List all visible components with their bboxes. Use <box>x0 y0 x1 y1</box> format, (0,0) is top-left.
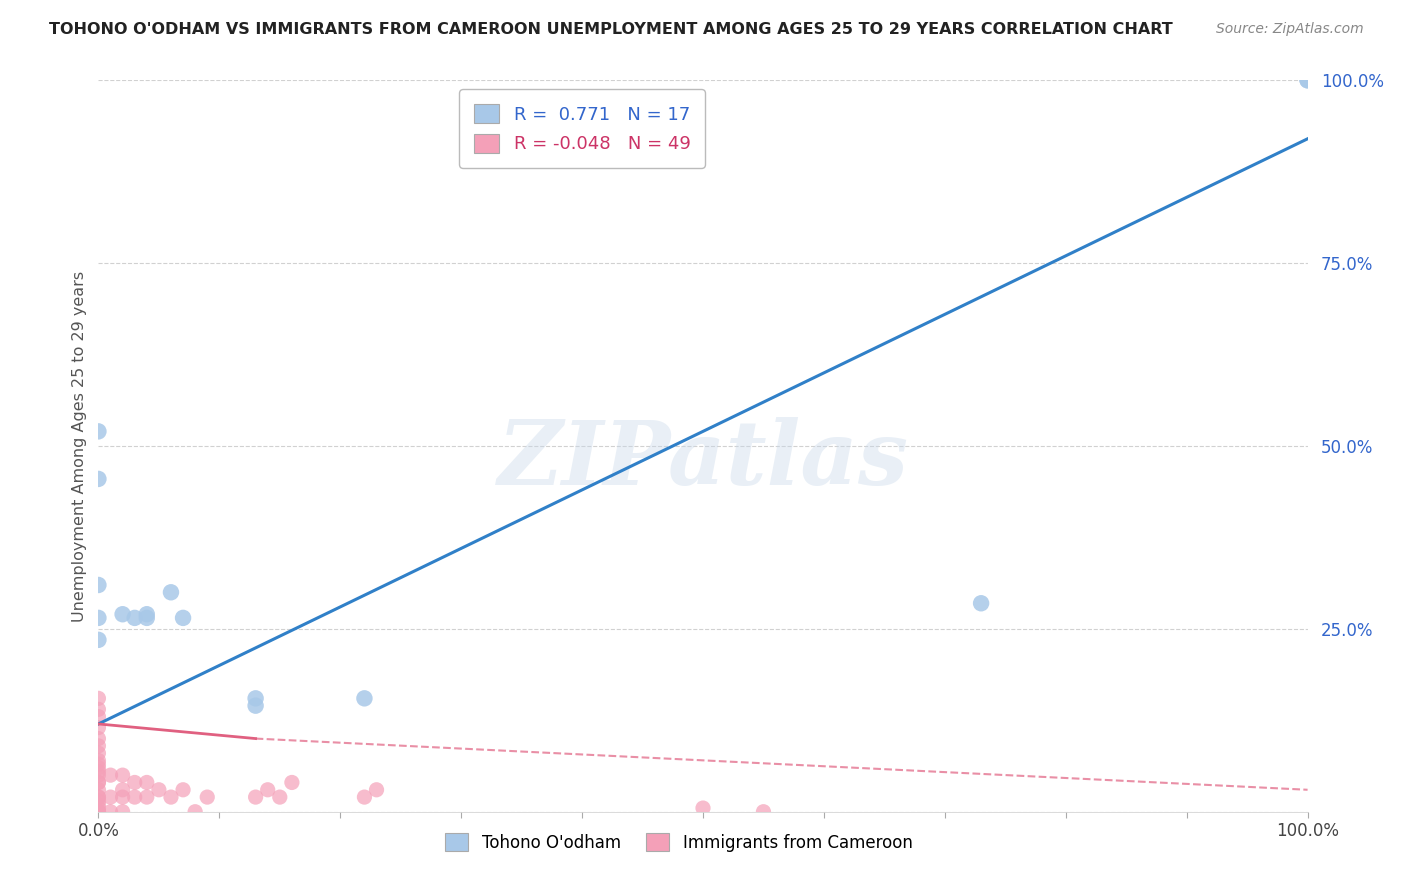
Point <box>87 775 110 789</box>
Point <box>87 761 110 775</box>
Point <box>87 790 110 805</box>
Point <box>111 790 134 805</box>
Point <box>245 698 267 713</box>
Point <box>353 691 375 706</box>
Point <box>87 472 110 486</box>
Point <box>692 801 714 815</box>
Point <box>245 691 267 706</box>
Point <box>87 805 110 819</box>
Point <box>87 775 110 789</box>
Point <box>111 768 134 782</box>
Point <box>87 721 110 735</box>
Point <box>269 790 291 805</box>
Y-axis label: Unemployment Among Ages 25 to 29 years: Unemployment Among Ages 25 to 29 years <box>72 270 87 622</box>
Point <box>172 782 194 797</box>
Point <box>195 790 218 805</box>
Point <box>87 709 110 723</box>
Point <box>135 790 157 805</box>
Point <box>87 691 110 706</box>
Point <box>100 805 122 819</box>
Point <box>100 790 122 805</box>
Text: ZIPatlas: ZIPatlas <box>498 417 908 504</box>
Point <box>135 611 157 625</box>
Point <box>752 805 775 819</box>
Point <box>87 794 110 808</box>
Point <box>366 782 388 797</box>
Point <box>87 805 110 819</box>
Legend: Tohono O'odham, Immigrants from Cameroon: Tohono O'odham, Immigrants from Cameroon <box>439 826 920 858</box>
Point <box>111 607 134 622</box>
Point <box>124 611 146 625</box>
Point <box>87 768 110 782</box>
Point <box>87 764 110 779</box>
Point <box>87 611 110 625</box>
Point <box>87 578 110 592</box>
Point <box>87 632 110 647</box>
Point <box>135 775 157 789</box>
Point <box>87 757 110 772</box>
Point <box>87 790 110 805</box>
Point <box>100 768 122 782</box>
Point <box>281 775 304 789</box>
Point <box>87 782 110 797</box>
Point <box>87 731 110 746</box>
Point <box>87 797 110 812</box>
Point <box>87 739 110 753</box>
Point <box>1296 73 1319 87</box>
Text: Source: ZipAtlas.com: Source: ZipAtlas.com <box>1216 22 1364 37</box>
Point <box>87 746 110 760</box>
Point <box>970 596 993 610</box>
Point <box>87 425 110 439</box>
Point <box>87 805 110 819</box>
Point <box>87 754 110 768</box>
Point <box>87 805 110 819</box>
Point <box>148 782 170 797</box>
Point <box>124 790 146 805</box>
Point <box>111 782 134 797</box>
Point <box>124 775 146 789</box>
Point <box>172 611 194 625</box>
Point <box>256 782 278 797</box>
Point <box>245 790 267 805</box>
Point <box>111 805 134 819</box>
Point <box>184 805 207 819</box>
Point <box>160 585 183 599</box>
Point <box>160 790 183 805</box>
Point <box>135 607 157 622</box>
Point <box>87 805 110 819</box>
Point <box>1296 73 1319 87</box>
Point <box>353 790 375 805</box>
Point <box>87 702 110 716</box>
Text: TOHONO O'ODHAM VS IMMIGRANTS FROM CAMEROON UNEMPLOYMENT AMONG AGES 25 TO 29 YEAR: TOHONO O'ODHAM VS IMMIGRANTS FROM CAMERO… <box>49 22 1173 37</box>
Point <box>87 801 110 815</box>
